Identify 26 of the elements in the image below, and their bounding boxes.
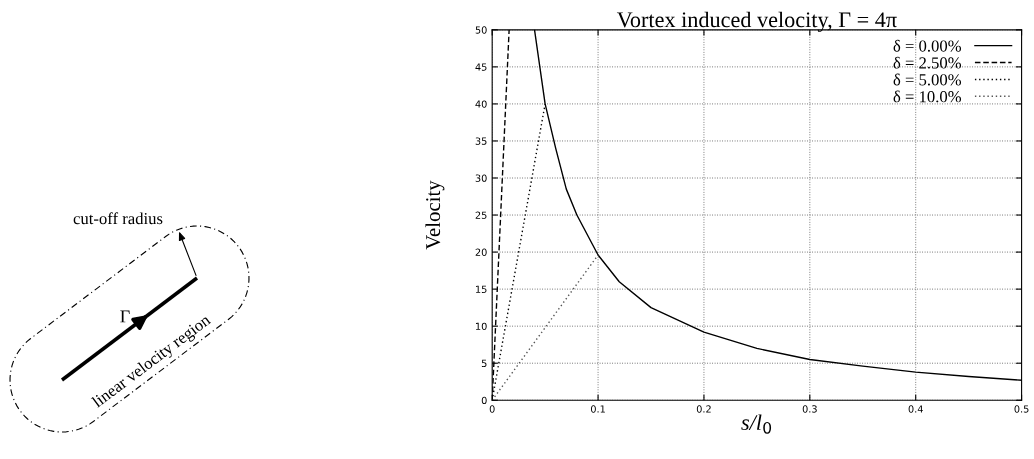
x-tick-label: 0.3 [802, 405, 817, 413]
x-axis-title: s/l$_{0}$ [741, 414, 772, 434]
legend-label: δ = 0.00% [893, 39, 962, 52]
legend-label: δ = 10.0% [893, 90, 962, 103]
y-tick-label: 20 [475, 248, 487, 256]
y-tick-label: 45 [475, 63, 487, 71]
y-tick-label: 10 [476, 322, 487, 330]
x-tick-label: 0.1 [590, 405, 605, 413]
y-tick-label: 50 [475, 26, 487, 34]
y-tick-label: 30 [475, 174, 487, 182]
x-tick-label: 0.4 [908, 405, 923, 413]
x-tick-label: 0.5 [1014, 405, 1029, 413]
text: Γ [120, 310, 130, 323]
x-tick-label: 0 [489, 405, 495, 413]
y-tick-label: 0 [481, 396, 487, 405]
y-axis-title: Velocity [425, 180, 445, 250]
chart-title: Vortex induced velocity, Γ = 4π [616, 11, 897, 32]
text: cut-off radius [73, 212, 163, 225]
y-tick-label: 40 [475, 100, 487, 108]
x-tick-label: 0.2 [696, 405, 711, 413]
legend-label: δ = 2.50% [893, 56, 962, 69]
y-tick-label: 15 [476, 285, 487, 293]
legend-label: δ = 5.00% [893, 73, 962, 86]
y-tick-label: 25 [475, 211, 487, 219]
y-tick-label: 35 [475, 137, 487, 145]
y-tick-label: 5 [481, 359, 487, 368]
